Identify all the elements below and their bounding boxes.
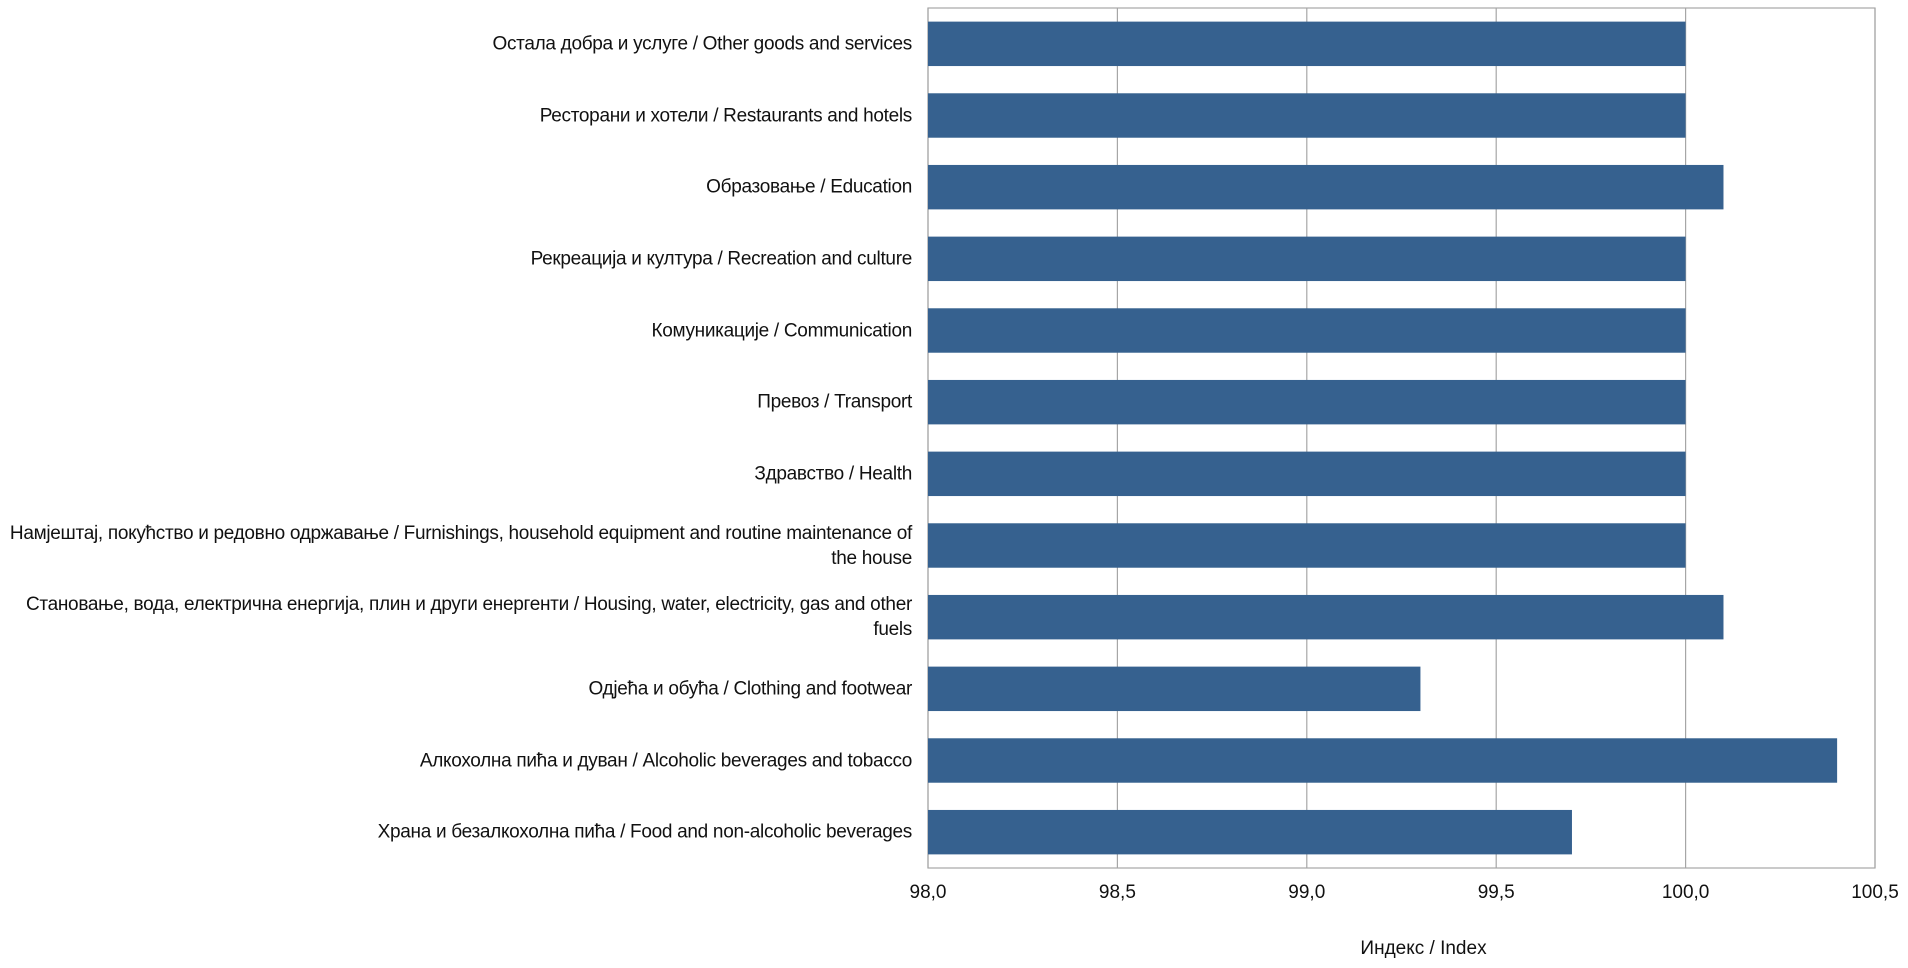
bar	[928, 809, 1572, 855]
bar	[928, 236, 1686, 282]
category-label: Намјештај, покућство и редовно одржавање…	[9, 522, 912, 569]
bars	[928, 21, 1838, 855]
category-label: Становање, вода, електрична енергија, пл…	[25, 594, 912, 641]
category-labels: Остала добра и услуге / Other goods and …	[8, 0, 912, 968]
bar	[928, 308, 1686, 353]
category-label: Комуникације / Communication	[651, 320, 912, 341]
bar	[928, 379, 1686, 425]
category-label: Ресторани и хотели / Restaurants and hot…	[539, 105, 913, 126]
x-tick-label: 98,5	[1099, 882, 1136, 903]
bar	[928, 666, 1421, 712]
x-tick-label: 99,0	[1288, 882, 1325, 903]
category-label: Остала добра и услуге / Other goods and …	[492, 33, 912, 55]
bar	[928, 93, 1686, 138]
bar	[928, 594, 1724, 640]
category-label: Храна и безалкохолна пића / Food and non…	[377, 821, 913, 843]
bar	[928, 451, 1686, 497]
category-label: Превоз / Transport	[757, 391, 912, 413]
x-tick-label: 100,0	[1662, 882, 1710, 903]
category-label: Алкохолна пића и дуван / Alcoholic bever…	[419, 750, 912, 771]
x-axis-title: Индекс / Index	[1360, 938, 1487, 959]
x-tick-label: 99,5	[1478, 882, 1515, 903]
category-label: Рекреација и култура / Recreation and cu…	[530, 248, 913, 270]
category-label: Одјећа и обућа / Clothing and footwear	[588, 678, 913, 700]
category-label: Здравство / Health	[754, 463, 912, 485]
x-tick-label: 100,5	[1851, 882, 1899, 903]
x-tick-labels: 98,0 98,5 99,0 99,5 100,0 100,5	[910, 882, 1899, 903]
bar	[928, 164, 1724, 210]
category-label: Образовање / Education	[706, 176, 912, 198]
bar	[928, 21, 1686, 67]
bar	[928, 738, 1838, 783]
grid-lines	[927, 7, 1876, 869]
x-tick-label: 98,0	[910, 882, 947, 903]
bar	[928, 523, 1686, 568]
